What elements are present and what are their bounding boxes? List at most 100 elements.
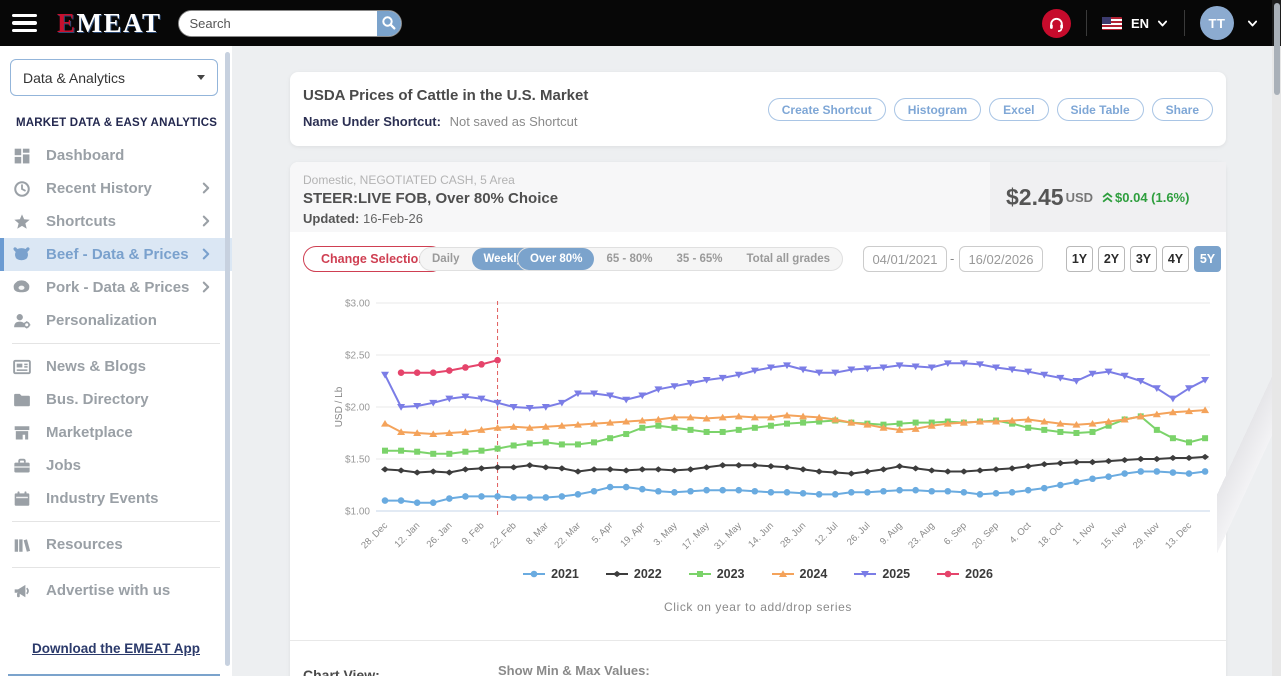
menu-icon[interactable] xyxy=(12,9,37,36)
legend-year-label: 2023 xyxy=(716,567,745,581)
series-2026 xyxy=(397,356,501,376)
search-input[interactable] xyxy=(178,10,377,36)
chevron-right-icon xyxy=(199,247,213,265)
svg-text:13. Dec: 13. Dec xyxy=(1163,520,1194,551)
avatar[interactable]: TT xyxy=(1200,6,1234,40)
cow-icon xyxy=(12,245,31,264)
sidebar-divider xyxy=(12,567,220,568)
svg-text:20. Sep: 20. Sep xyxy=(970,520,1001,551)
sidebar-item-marketplace[interactable]: Marketplace xyxy=(0,416,232,449)
legend-2022[interactable]: 2022 xyxy=(605,567,662,581)
svg-text:15. Nov: 15. Nov xyxy=(1099,520,1130,551)
excel-button[interactable]: Excel xyxy=(989,98,1049,121)
sidebar-item-pork-data-prices[interactable]: Pork - Data & Prices xyxy=(0,271,232,304)
logo-rest: MEAT xyxy=(76,7,162,38)
range-2y-button[interactable]: 2Y xyxy=(1098,246,1125,272)
sidebar-item-label: Resources xyxy=(46,536,123,553)
sidebar-item-shortcuts[interactable]: Shortcuts xyxy=(0,205,232,238)
sidebar-item-jobs[interactable]: Jobs xyxy=(0,449,232,482)
chevron-right-icon xyxy=(199,181,213,199)
svg-text:9. Feb: 9. Feb xyxy=(460,520,487,547)
svg-text:9. Aug: 9. Aug xyxy=(878,520,905,547)
price-change-value: $0.04 (1.6%) xyxy=(1115,189,1190,205)
sidebar-item-label: News & Blogs xyxy=(46,358,147,375)
histogram-button[interactable]: Histogram xyxy=(893,98,982,121)
price-up-icon xyxy=(1102,191,1113,203)
sidebar-divider xyxy=(12,521,220,522)
language-label: EN xyxy=(1130,15,1149,31)
grade-option-over-80[interactable]: Over 80% xyxy=(518,248,595,270)
download-app-link[interactable]: Download the EMEAT App xyxy=(32,641,200,656)
emeat-logo[interactable]: EMEAT xyxy=(57,8,162,39)
frequency-option-daily[interactable]: Daily xyxy=(432,253,460,265)
module-select-value: Data & Analytics xyxy=(23,69,125,86)
divider xyxy=(1184,10,1185,36)
sidebar-item-personalization[interactable]: Personalization xyxy=(0,304,232,337)
svg-text:26. Jul: 26. Jul xyxy=(845,520,873,548)
range-5y-button[interactable]: 5Y xyxy=(1194,246,1221,272)
svg-text:18. Oct: 18. Oct xyxy=(1036,520,1066,550)
sidebar-item-label: Marketplace xyxy=(46,424,133,441)
page-scrollbar-thumb[interactable] xyxy=(1273,3,1280,95)
support-button[interactable] xyxy=(1041,8,1071,38)
svg-text:6. Sep: 6. Sep xyxy=(942,520,969,547)
svg-text:14. Jun: 14. Jun xyxy=(746,520,776,550)
date-to-input[interactable] xyxy=(959,246,1043,272)
sidebar-item-industry-events[interactable]: Industry Events xyxy=(0,482,232,515)
date-from-input[interactable] xyxy=(863,246,947,272)
us-flag-icon xyxy=(1101,16,1122,30)
legend-2025[interactable]: 2025 xyxy=(854,567,910,581)
svg-text:28. Jun: 28. Jun xyxy=(778,520,808,550)
chevron-right-icon xyxy=(199,280,213,298)
create-shortcut-button[interactable]: Create Shortcut xyxy=(767,98,886,121)
range-1y-button[interactable]: 1Y xyxy=(1066,246,1093,272)
sidebar-item-beef-data-prices[interactable]: Beef - Data & Prices xyxy=(0,238,232,271)
side-table-button[interactable]: Side Table xyxy=(1056,98,1144,121)
grade-option-total-all-grades[interactable]: Total all grades xyxy=(746,253,831,265)
pig-icon xyxy=(12,278,31,297)
diamond-marker-icon xyxy=(605,570,628,578)
range-3y-button[interactable]: 3Y xyxy=(1130,246,1157,272)
sidebar-item-dashboard[interactable]: Dashboard xyxy=(0,139,232,172)
language-selector[interactable]: EN xyxy=(1101,15,1169,31)
series-2021 xyxy=(381,468,1209,506)
sidebar-item-recent-history[interactable]: Recent History xyxy=(0,172,232,205)
sidebar-bottom-accent xyxy=(8,674,220,676)
sidebar: Data & Analytics MARKET DATA & EASY ANAL… xyxy=(0,46,232,676)
price-currency: USD xyxy=(1065,189,1094,205)
legend-hint: Click on year to add/drop series xyxy=(664,600,852,614)
share-button[interactable]: Share xyxy=(1151,98,1213,121)
svg-text:1. Nov: 1. Nov xyxy=(1070,520,1097,547)
legend-2021[interactable]: 2021 xyxy=(523,567,579,581)
legend-2026[interactable]: 2026 xyxy=(937,567,993,581)
current-price: $2.45 xyxy=(1006,183,1064,210)
sidebar-item-label: Pork - Data & Prices xyxy=(46,279,190,296)
sidebar-item-advertise[interactable]: Advertise with us xyxy=(0,574,232,607)
search-button[interactable] xyxy=(376,10,401,36)
page-scrollbar[interactable] xyxy=(1272,0,1281,676)
circle-marker-icon xyxy=(937,570,960,578)
module-select[interactable]: Data & Analytics xyxy=(10,59,218,96)
topbar-right: EN TT xyxy=(1041,6,1259,40)
svg-text:5. Apr: 5. Apr xyxy=(590,520,615,545)
grade-option-65-80[interactable]: 65 - 80% xyxy=(606,253,653,265)
svg-text:$1.50: $1.50 xyxy=(345,455,370,466)
sidebar-item-news-blogs[interactable]: News & Blogs xyxy=(0,350,232,383)
person-gear-icon xyxy=(12,311,31,330)
sidebar-item-label: Jobs xyxy=(46,457,82,474)
price-chart[interactable]: $3.00 $2.50 $2.00 $1.50 $1.00 USD / Lb 28. Dec… xyxy=(298,293,1228,559)
sidebar-section-header: MARKET DATA & EASY ANALYTICS xyxy=(16,117,218,129)
dashboard-icon xyxy=(12,146,31,165)
legend-2023[interactable]: 2023 xyxy=(688,567,745,581)
svg-text:26. Jan: 26. Jan xyxy=(425,520,455,550)
account-chevron-down-icon[interactable] xyxy=(1246,17,1259,30)
range-4y-button[interactable]: 4Y xyxy=(1162,246,1189,272)
legend-year-label: 2022 xyxy=(633,567,662,581)
sidebar-scrollbar[interactable] xyxy=(225,52,230,666)
sidebar-item-bus-directory[interactable]: Bus. Directory xyxy=(0,383,232,416)
grade-option-35-65[interactable]: 35 - 65% xyxy=(676,253,723,265)
legend-2024[interactable]: 2024 xyxy=(771,567,827,581)
quote-updated: Updated: 16-Feb-26 xyxy=(303,211,423,226)
square-marker-icon xyxy=(688,571,711,577)
sidebar-item-resources[interactable]: Resources xyxy=(0,528,232,561)
